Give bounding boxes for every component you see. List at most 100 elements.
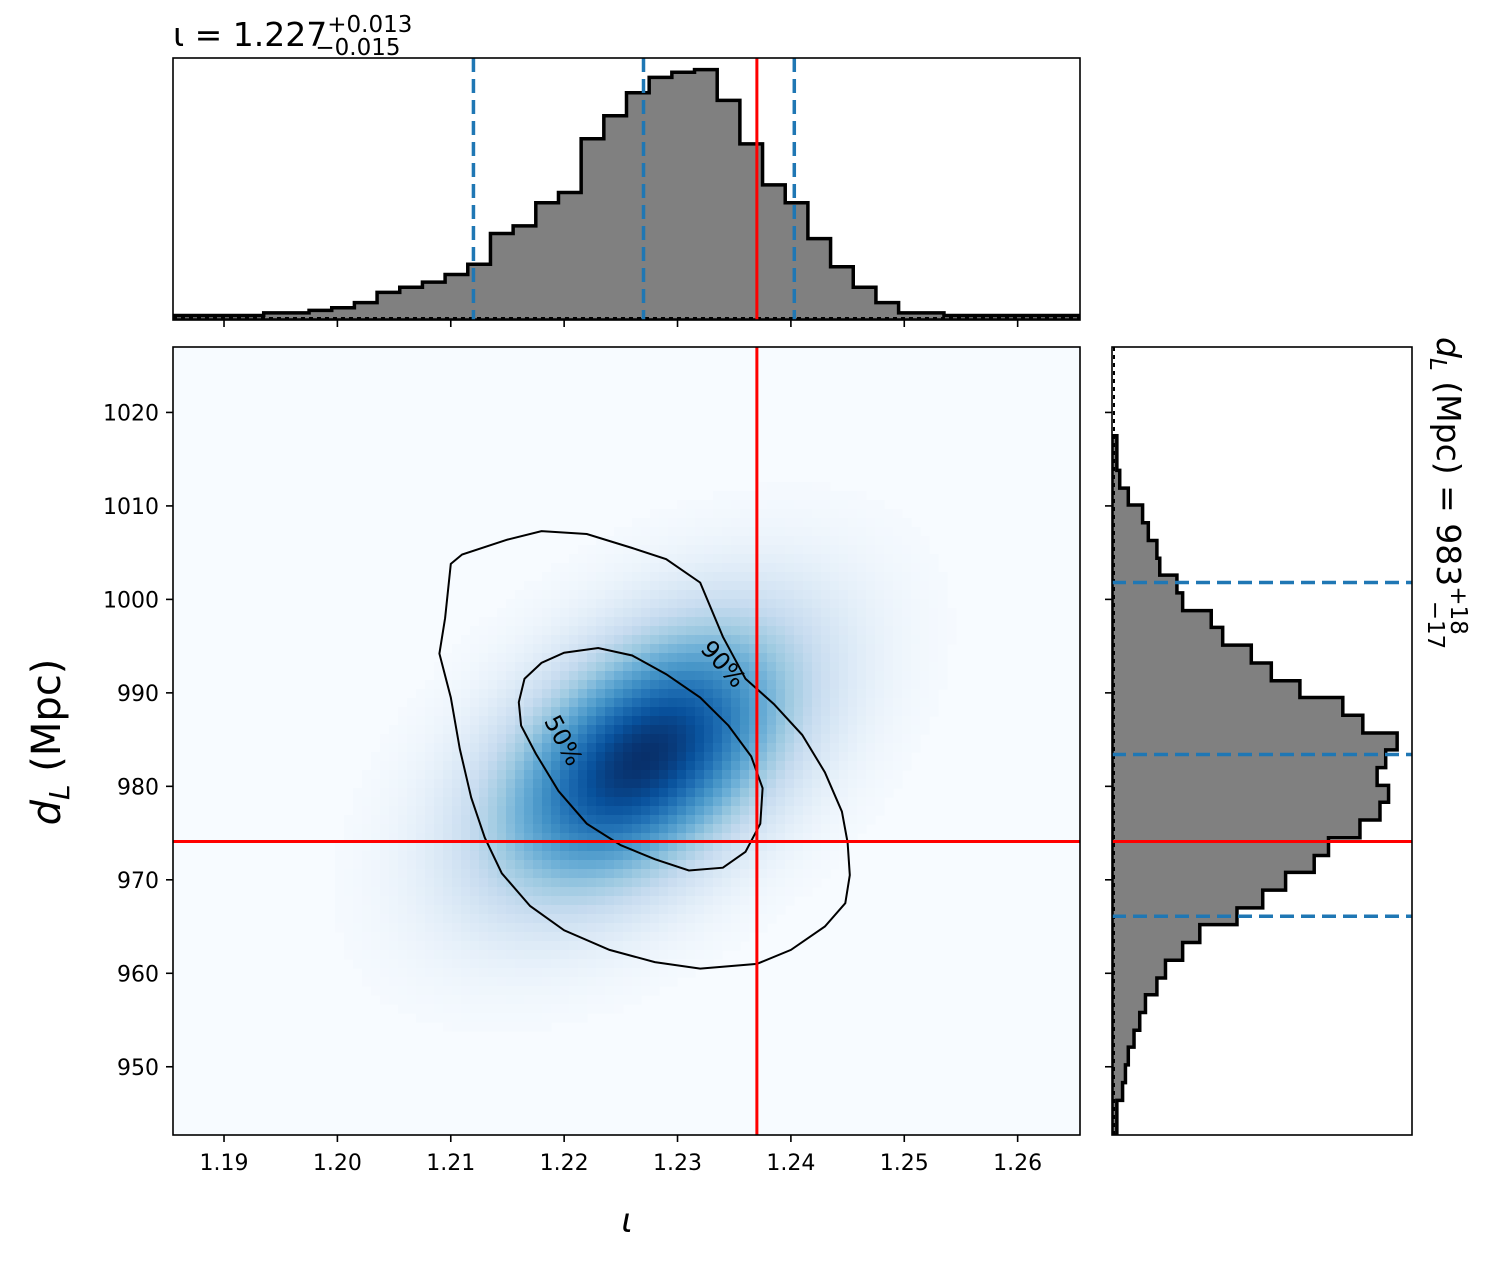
density-cell <box>650 770 660 780</box>
density-cell <box>434 833 444 843</box>
density-cell <box>893 545 903 555</box>
density-cell <box>416 734 426 744</box>
density-cell <box>794 698 804 708</box>
density-cell <box>551 626 561 636</box>
density-cell <box>776 797 786 807</box>
density-cell <box>488 941 498 951</box>
density-cell <box>785 653 795 663</box>
density-cell <box>857 599 867 609</box>
density-cell <box>524 1004 534 1014</box>
density-cell <box>587 932 597 942</box>
density-cell <box>488 752 498 762</box>
density-cell <box>407 941 417 951</box>
density-cell <box>416 689 426 699</box>
density-cell <box>767 500 777 510</box>
density-cell <box>902 536 912 546</box>
density-cell <box>353 905 363 915</box>
density-cell <box>569 608 579 618</box>
density-cell <box>650 644 660 654</box>
density-cell <box>425 698 435 708</box>
density-cell <box>452 797 462 807</box>
density-cell <box>488 833 498 843</box>
density-cell <box>866 698 876 708</box>
density-cell <box>776 608 786 618</box>
density-cell <box>713 563 723 573</box>
density-cell <box>749 770 759 780</box>
density-cell <box>434 905 444 915</box>
density-cell <box>578 599 588 609</box>
density-cell <box>461 995 471 1005</box>
density-cell <box>911 743 921 753</box>
density-cell <box>704 716 714 726</box>
density-cell <box>677 698 687 708</box>
density-cell <box>362 824 372 834</box>
density-cell <box>533 734 543 744</box>
density-cell <box>830 545 840 555</box>
density-cell <box>407 761 417 771</box>
density-cell <box>614 581 624 591</box>
density-cell <box>848 581 858 591</box>
density-cell <box>740 725 750 735</box>
density-cell <box>398 860 408 870</box>
density-cell <box>479 779 489 789</box>
density-cell <box>758 698 768 708</box>
density-cell <box>920 671 930 681</box>
density-cell <box>614 572 624 582</box>
density-cell <box>695 725 705 735</box>
density-cell <box>803 500 813 510</box>
density-cell <box>902 752 912 762</box>
density-cell <box>731 797 741 807</box>
density-cell <box>515 842 525 852</box>
density-cell <box>380 896 390 906</box>
density-cell <box>443 1004 453 1014</box>
density-cell <box>794 752 804 762</box>
density-cell <box>614 968 624 978</box>
density-cell <box>812 788 822 798</box>
density-cell <box>506 860 516 870</box>
density-cell <box>587 635 597 645</box>
density-cell <box>704 572 714 582</box>
density-cell <box>587 806 597 816</box>
density-cell <box>434 725 444 735</box>
density-cell <box>497 770 507 780</box>
density-cell <box>794 581 804 591</box>
density-cell <box>533 1004 543 1014</box>
density-cell <box>614 770 624 780</box>
density-cell <box>353 923 363 933</box>
density-cell <box>668 707 678 717</box>
density-cell <box>569 788 579 798</box>
density-cell <box>650 932 660 942</box>
density-cell <box>650 563 660 573</box>
density-cell <box>596 806 606 816</box>
density-cell <box>749 860 759 870</box>
density-cell <box>668 941 678 951</box>
density-cell <box>398 842 408 852</box>
density-cell <box>578 851 588 861</box>
density-cell <box>434 752 444 762</box>
density-cell <box>677 599 687 609</box>
density-cell <box>821 851 831 861</box>
density-cell <box>569 851 579 861</box>
density-cell <box>497 1013 507 1023</box>
density-cell <box>830 779 840 789</box>
density-cell <box>713 743 723 753</box>
density-cell <box>884 671 894 681</box>
density-cell <box>425 752 435 762</box>
density-cell <box>650 581 660 591</box>
density-cell <box>506 779 516 789</box>
x-tick-label: 1.24 <box>766 1151 815 1176</box>
density-cell <box>857 653 867 663</box>
density-cell <box>425 869 435 879</box>
density-cell <box>416 797 426 807</box>
density-cell <box>596 743 606 753</box>
density-cell <box>623 941 633 951</box>
density-cell <box>596 572 606 582</box>
density-cell <box>857 500 867 510</box>
density-cell <box>767 527 777 537</box>
density-cell <box>785 833 795 843</box>
density-cell <box>713 788 723 798</box>
density-cell <box>722 770 732 780</box>
density-cell <box>614 752 624 762</box>
density-cell <box>488 662 498 672</box>
density-cell <box>560 626 570 636</box>
